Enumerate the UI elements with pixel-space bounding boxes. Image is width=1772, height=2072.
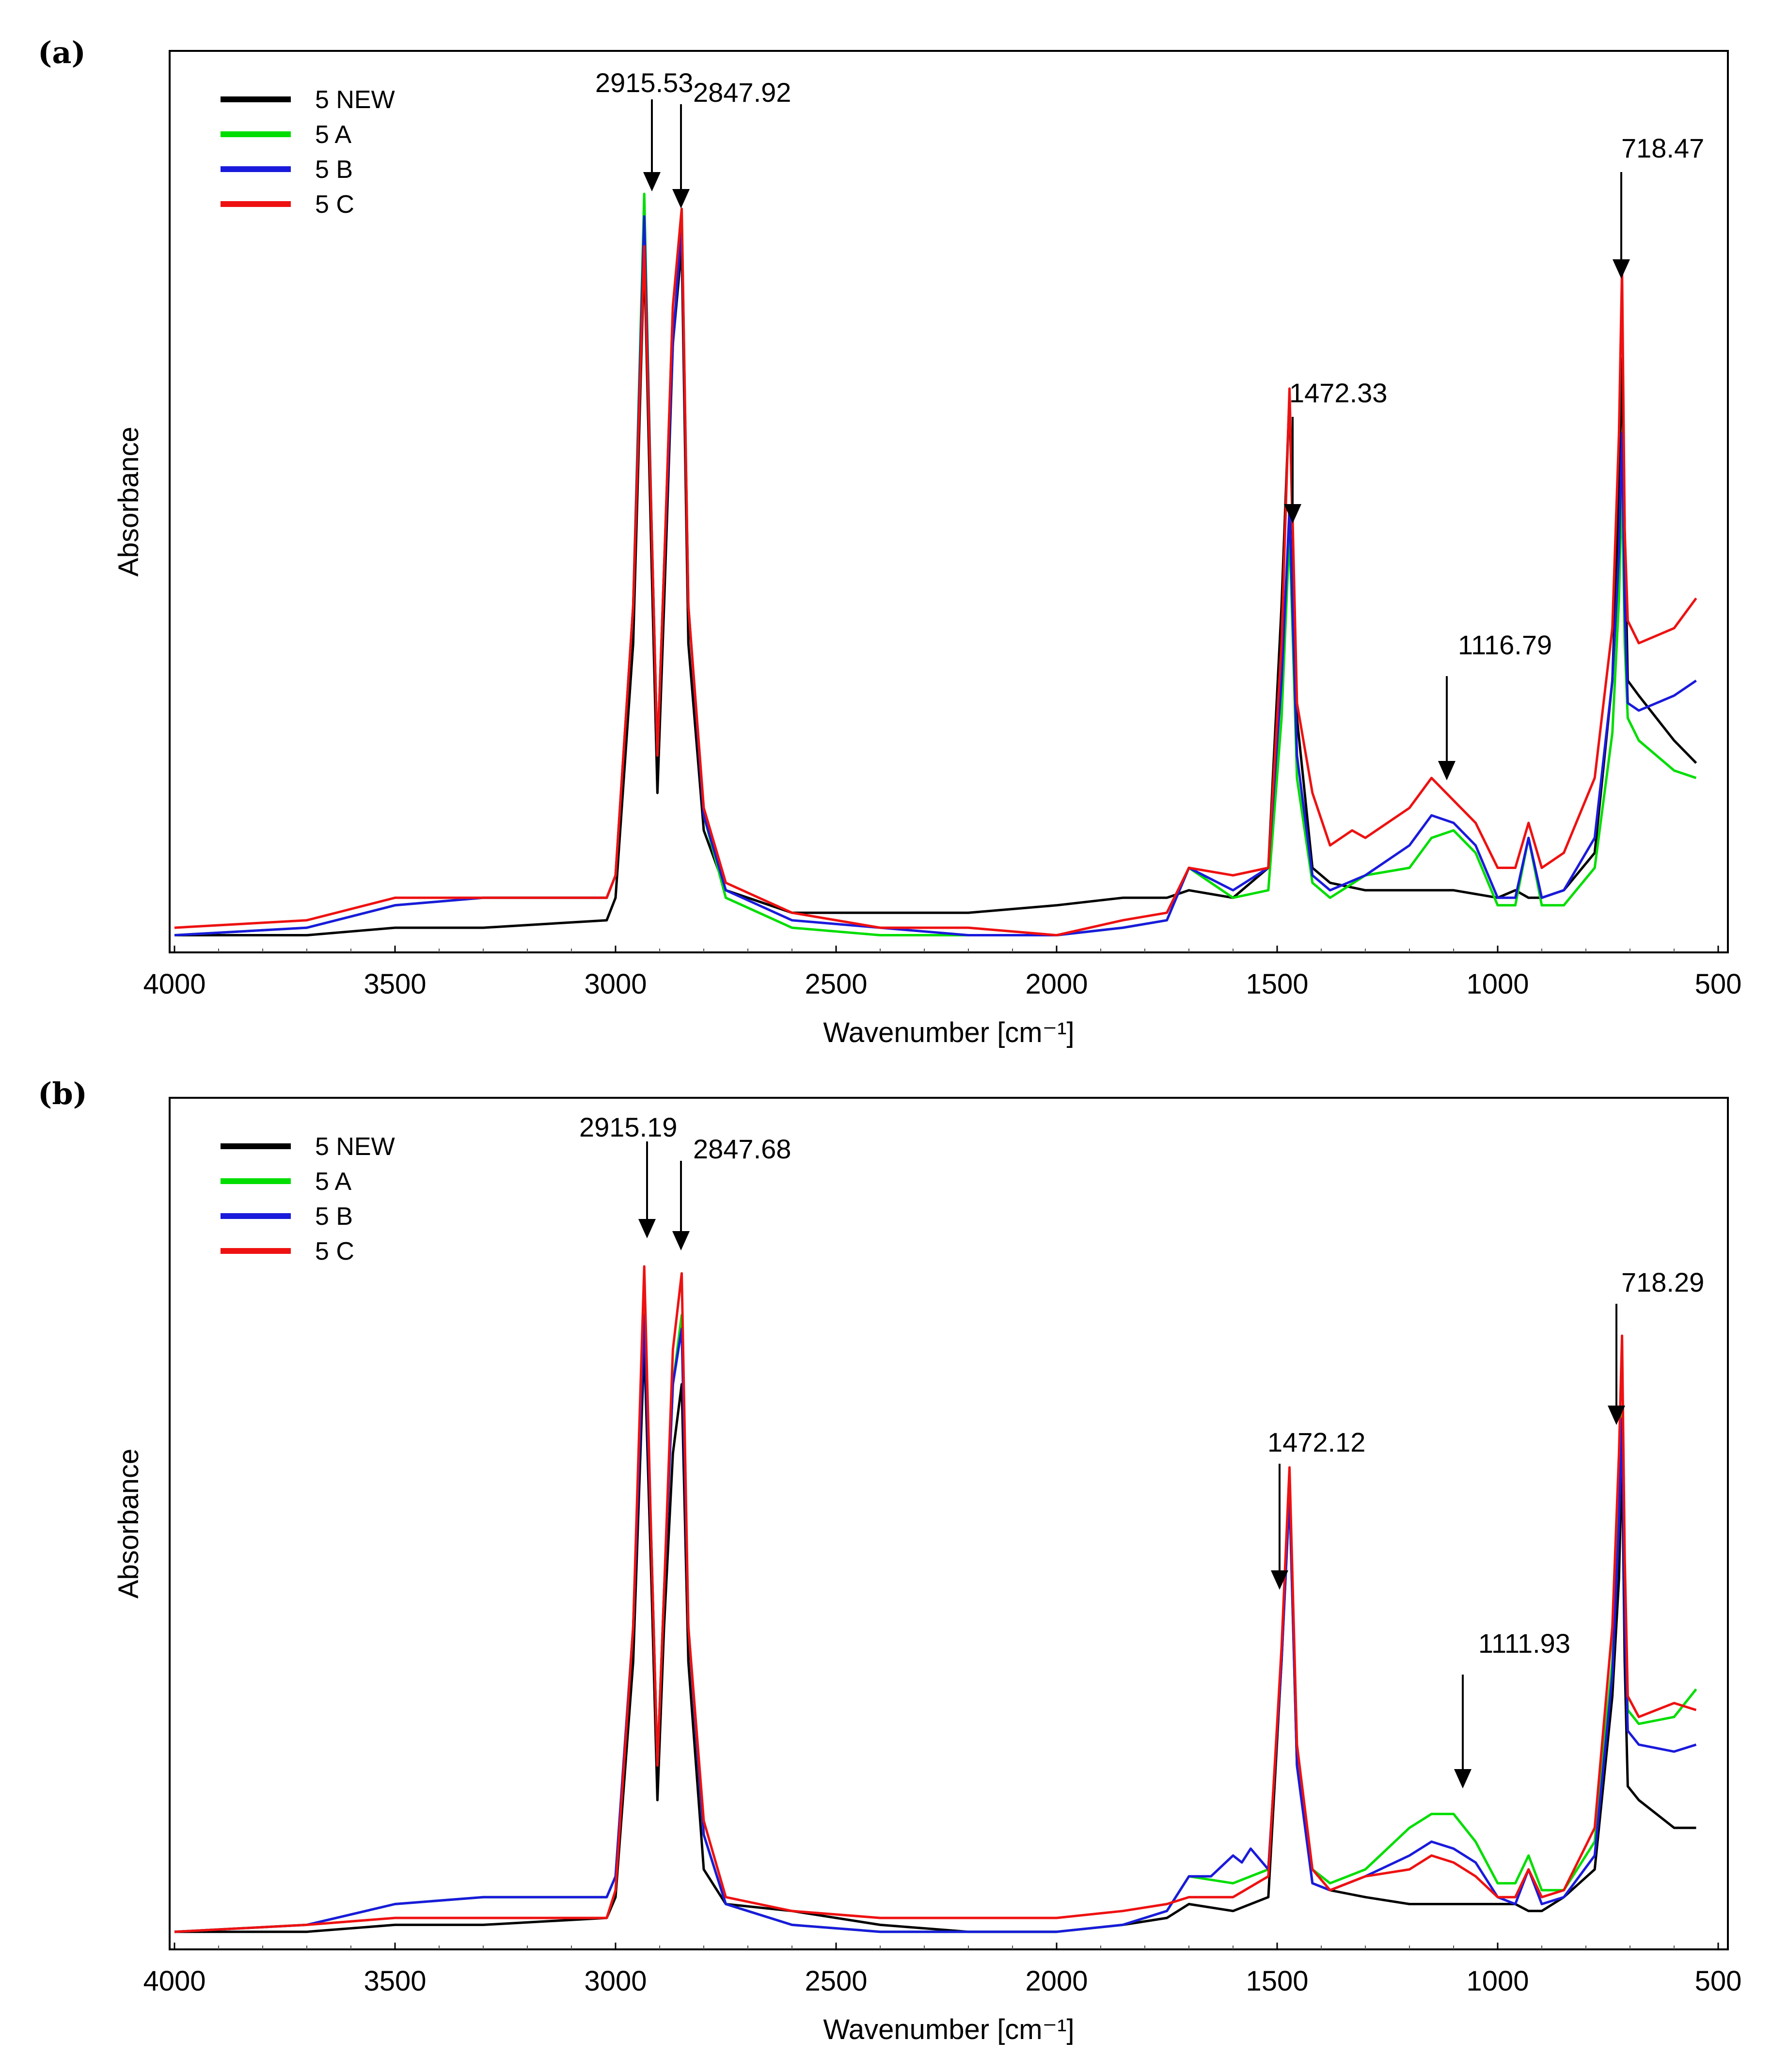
peak-annotation-label: 2847.92 [693, 77, 791, 108]
peak-annotation-label: 2915.53 [595, 67, 693, 98]
x-tick-label: 4000 [143, 968, 206, 1000]
x-axis-title: Wavenumber [cm⁻¹] [823, 2014, 1074, 2045]
legend-label: 5 C [315, 190, 354, 219]
peak-annotation-label: 1472.12 [1267, 1427, 1365, 1457]
x-tick-label: 2500 [805, 1965, 867, 1997]
peak-arrow-head [1438, 761, 1456, 780]
y-axis-title: Absorbance [113, 1449, 144, 1599]
x-tick-label: 1000 [1466, 1965, 1529, 1997]
peak-arrow-head [638, 1219, 656, 1238]
x-tick-label: 500 [1695, 1965, 1742, 1997]
x-tick-label: 3500 [364, 1965, 426, 1997]
legend-label: 5 A [315, 1168, 351, 1196]
legend-label: 5 NEW [315, 86, 395, 114]
x-axis-title: Wavenumber [cm⁻¹] [823, 1017, 1074, 1048]
x-tick-label: 2500 [805, 968, 867, 1000]
y-axis-title: Absorbance [113, 427, 144, 577]
peak-arrow-head [1271, 1570, 1288, 1590]
peak-annotation-label: 1111.93 [1478, 1628, 1570, 1659]
legend-label: 5 A [315, 121, 351, 149]
panel-b-label: (b) [38, 1076, 88, 1111]
peak-annotation-label: 1116.79 [1458, 630, 1552, 660]
x-tick-label: 2000 [1025, 1965, 1088, 1997]
peak-arrow-head [672, 1231, 690, 1250]
peak-arrow-head [643, 172, 661, 191]
series-line-5-c [174, 207, 1697, 936]
legend-label: 5 C [315, 1237, 354, 1265]
series-line-5-c [174, 1265, 1697, 1933]
peak-annotation-label: 1472.33 [1289, 378, 1387, 408]
x-tick-label: 3000 [584, 968, 647, 1000]
plot-frame [169, 50, 1729, 953]
legend-label: 5 B [315, 156, 353, 184]
series-line-5-new [174, 1341, 1696, 1933]
peak-annotation-label: 2915.19 [579, 1112, 677, 1142]
panel-a-label: (a) [38, 35, 86, 70]
peak-annotation-label: 718.29 [1621, 1267, 1704, 1297]
peak-arrow-head [1454, 1769, 1471, 1788]
peak-arrow-head [672, 189, 690, 208]
x-tick-label: 3500 [364, 968, 426, 1000]
x-tick-label: 500 [1695, 968, 1742, 1000]
series-line-5-b [174, 1313, 1697, 1933]
peak-annotation-label: 718.47 [1621, 133, 1704, 163]
x-tick-label: 3000 [584, 1965, 647, 1997]
series-line-5-new [174, 245, 1697, 936]
x-tick-label: 2000 [1025, 968, 1088, 1000]
legend-label: 5 NEW [315, 1133, 395, 1161]
series-line-5-a [174, 192, 1697, 936]
peak-arrow-head [1613, 259, 1630, 279]
plot-frame [169, 1097, 1729, 1950]
series-line-5-a [174, 1293, 1697, 1933]
legend-label: 5 B [315, 1202, 353, 1231]
x-tick-label: 4000 [143, 1965, 206, 1997]
x-tick-label: 1500 [1246, 1965, 1308, 1997]
x-tick-label: 1500 [1246, 968, 1308, 1000]
peak-annotation-label: 2847.68 [693, 1134, 791, 1164]
x-tick-label: 1000 [1466, 968, 1529, 1000]
peak-arrow-head [1608, 1406, 1625, 1425]
series-line-5-b [174, 215, 1697, 936]
peak-arrow-head [1284, 504, 1301, 523]
